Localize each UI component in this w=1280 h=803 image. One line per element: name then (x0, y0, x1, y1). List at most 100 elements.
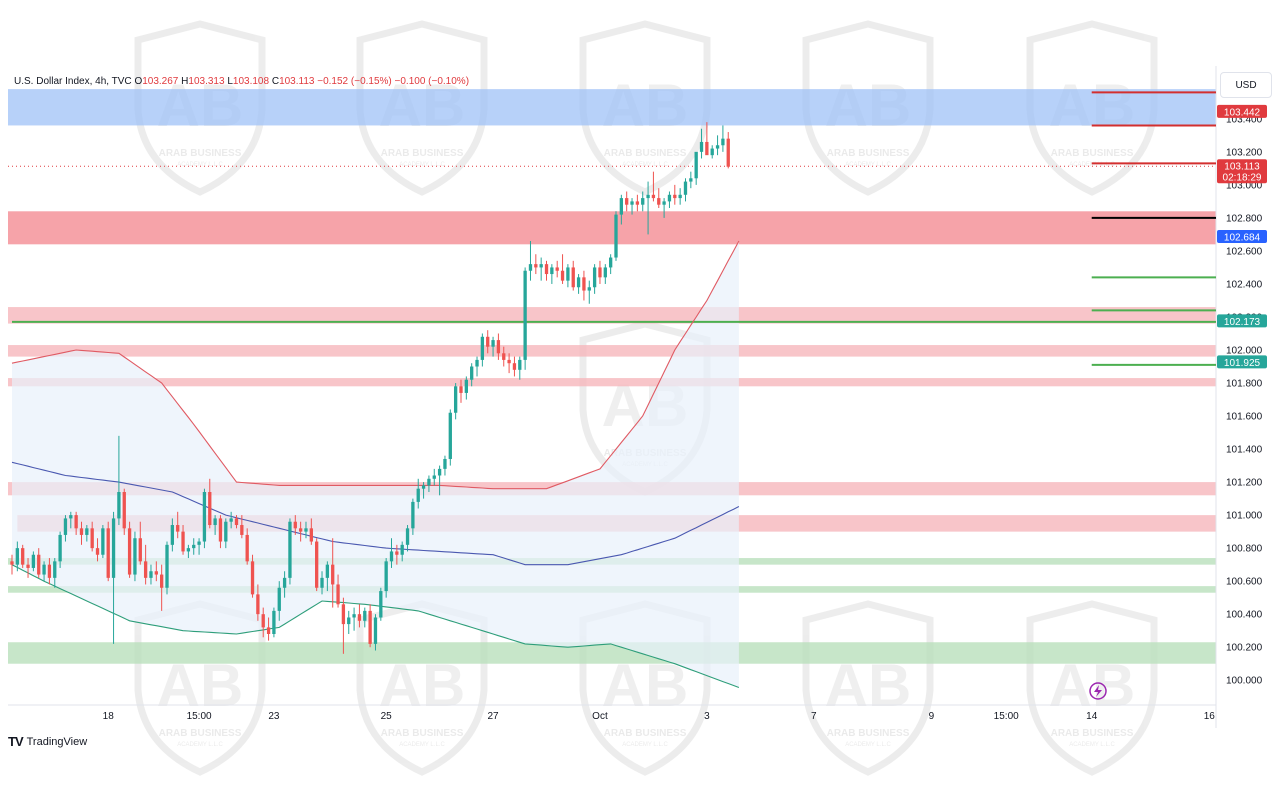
lightning-icon-circle (1089, 682, 1107, 700)
legend-low: 103.108 (232, 76, 270, 87)
axes: 100.000 100.200 100.400 100.600 100.800 101.0… (103, 114, 1263, 722)
candle-body (315, 541, 319, 588)
chart-extras (1089, 682, 1107, 700)
candle-body (566, 267, 570, 281)
watermark-text: ARAB BUSINESS (827, 728, 910, 739)
x-tick-label: 14 (1086, 711, 1098, 722)
candle-body (106, 528, 110, 578)
candle-body (384, 561, 388, 592)
y-tick-label: 102.800 (1226, 213, 1263, 224)
x-tick-label: 9 (929, 711, 935, 722)
candle-body (234, 518, 239, 526)
candle-body (528, 264, 533, 271)
watermark-text: ARAB BUSINESS (159, 148, 242, 159)
x-tick-label: 7 (811, 711, 817, 722)
price-label: 102.173 (1224, 317, 1261, 328)
chart-legend: U.S. Dollar Index, 4h, TVC O103.267 H103… (14, 76, 469, 87)
watermark-subtext: ACADEMY L.L.C (845, 162, 891, 168)
candle-body (389, 551, 394, 562)
legend-symbol[interactable]: U.S. Dollar Index, 4h, TVC (14, 76, 132, 87)
candle-body (309, 528, 313, 542)
candle-body (486, 336, 490, 347)
y-tick-label: 103.200 (1226, 147, 1263, 158)
y-tick-label: 100.200 (1226, 643, 1263, 654)
candle-body (523, 270, 527, 360)
candle-body (277, 587, 281, 611)
y-tick-label: 101.200 (1226, 478, 1263, 489)
y-tick-label: 100.800 (1226, 544, 1263, 555)
candle-body (31, 554, 36, 568)
candle-body (288, 521, 292, 578)
price-zone (8, 345, 1216, 357)
candle-body (127, 528, 132, 575)
candle-body (373, 617, 378, 644)
legend-change2: −0.100 (−0.10%) (394, 76, 470, 87)
candle-body (603, 267, 607, 278)
candle-body (304, 528, 308, 532)
horizontal-levels (8, 91, 1216, 366)
candle-body (534, 264, 538, 268)
lightning-icon[interactable] (1089, 682, 1107, 700)
legend-high: 103.313 (188, 76, 225, 87)
chart-grid (8, 66, 1217, 728)
candle-body (240, 525, 244, 535)
candle-body (651, 194, 656, 199)
candle-body (443, 458, 447, 469)
y-tick-label: 100.400 (1226, 610, 1263, 621)
candle-body (47, 564, 52, 578)
y-tick-label: 101.600 (1226, 412, 1263, 423)
y-tick-label: 102.400 (1226, 279, 1263, 290)
bollinger-fill (12, 241, 739, 688)
price-zone (8, 211, 1216, 245)
candle-body (576, 277, 581, 288)
candle-body (630, 201, 634, 205)
candle-body (154, 571, 158, 575)
currency-button[interactable]: USD (1220, 72, 1272, 98)
candle-body (325, 564, 330, 578)
price-zone (8, 378, 1216, 387)
candle-body (673, 194, 677, 199)
x-tick-label: 15:00 (994, 711, 1019, 722)
candle-body (341, 604, 346, 625)
x-tick-label: 16 (1204, 711, 1216, 722)
candle-body (502, 353, 506, 360)
candle-body (587, 287, 591, 291)
candle-body (79, 528, 84, 535)
watermark-subtext: ACADEMY L.L.C (845, 742, 891, 748)
candle-body (416, 488, 420, 502)
tradingview-brand[interactable]: TV TradingView (8, 734, 87, 749)
candle-body (705, 141, 709, 156)
x-tick-label: 3 (704, 711, 710, 722)
candle-body (101, 528, 105, 555)
price-label: 102.684 (1224, 233, 1261, 244)
watermark-text: ARAB BUSINESS (159, 728, 242, 739)
y-tick-label: 103.000 (1226, 180, 1263, 191)
candle-body (197, 541, 201, 545)
watermark-subtext: ACADEMY L.L.C (399, 162, 445, 168)
candle-body (53, 561, 57, 578)
candle-body (250, 561, 255, 595)
x-tick-label: 25 (381, 711, 393, 722)
candle-body (667, 194, 672, 202)
candle-body (10, 561, 14, 565)
candle-body (256, 594, 260, 615)
legend-open-label: O (134, 76, 143, 87)
candle-body (229, 518, 233, 522)
candle-body (555, 267, 559, 271)
watermark-shield-outline (1026, 600, 1158, 776)
y-tick-label: 101.400 (1226, 445, 1263, 456)
candle-body (539, 264, 543, 268)
x-tick-label: 15:00 (187, 711, 212, 722)
legend-close: 103.113 (279, 76, 315, 87)
candle-body (608, 257, 613, 268)
candle-body (15, 548, 20, 565)
candle-body (437, 468, 442, 476)
legend-change: −0.152 (−0.15%) (317, 76, 392, 87)
candle-body (95, 548, 100, 555)
candle-body (111, 518, 116, 578)
candles (10, 122, 730, 654)
candle-body (352, 614, 356, 618)
candle-body (683, 181, 688, 195)
x-tick-label: 27 (487, 711, 499, 722)
